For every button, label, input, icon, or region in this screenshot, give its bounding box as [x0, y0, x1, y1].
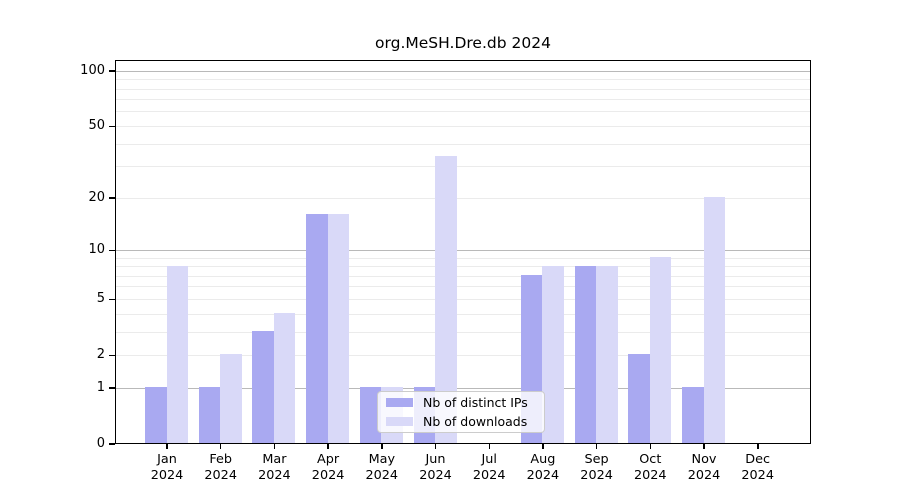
x-tick-mark	[381, 444, 383, 449]
bar-distinct-ips	[252, 331, 274, 443]
x-tick-mark	[273, 444, 276, 449]
legend: Nb of distinct IPs Nb of downloads	[377, 391, 545, 433]
y-tick-label: 1	[96, 380, 105, 395]
x-tick-mark	[488, 444, 490, 449]
y-tick-mark	[109, 70, 115, 72]
legend-label-downloads: Nb of downloads	[423, 413, 528, 429]
x-tick-label: Dec 2024	[726, 452, 790, 484]
bar-distinct-ips	[628, 354, 650, 443]
bar-distinct-ips	[198, 387, 221, 443]
y-tick-mark	[109, 125, 115, 128]
legend-swatch-downloads-icon	[386, 416, 413, 426]
x-tick-label: Jun 2024	[404, 452, 468, 484]
bar-downloads	[166, 265, 188, 443]
bar-downloads	[273, 313, 296, 443]
x-tick-year: 2024	[365, 468, 399, 483]
minor-gridline	[116, 197, 810, 199]
x-tick-mark	[542, 444, 544, 449]
x-tick-label: Feb 2024	[189, 452, 253, 484]
minor-gridline	[116, 313, 810, 315]
minor-gridline	[116, 111, 810, 113]
bar-downloads	[542, 265, 564, 443]
x-tick-year: 2024	[580, 468, 613, 483]
y-tick-mark	[109, 197, 115, 199]
x-tick-mark	[327, 444, 329, 449]
minor-gridline	[116, 79, 810, 81]
plot-area: Nb of distinct IPs Nb of downloads	[115, 60, 811, 444]
x-tick-label: Oct 2024	[618, 452, 682, 484]
x-tick-year: 2024	[419, 468, 452, 483]
minor-gridline	[116, 257, 810, 259]
y-tick-label: 10	[88, 242, 105, 258]
bar-downloads	[596, 265, 618, 443]
x-tick-year: 2024	[687, 468, 721, 483]
legend-label-distinct-ips: Nb of distinct IPs	[423, 395, 528, 411]
x-tick-year: 2024	[472, 468, 506, 483]
minor-gridline	[116, 331, 810, 333]
major-gridline	[116, 249, 810, 251]
minor-gridline	[116, 88, 810, 90]
legend-item-distinct-ips: Nb of distinct IPs	[378, 395, 544, 410]
x-tick-year: 2024	[311, 468, 345, 483]
x-tick-label: Nov 2024	[672, 452, 736, 484]
x-tick-label: Jul 2024	[457, 452, 521, 484]
y-tick-label: 100	[80, 63, 105, 79]
x-tick-mark	[219, 444, 222, 449]
bar-downloads	[327, 214, 350, 443]
chart-title: org.MeSH.Dre.db 2024	[375, 34, 551, 52]
major-gridline	[116, 387, 810, 389]
x-tick-year: 2024	[258, 468, 291, 483]
x-tick-year: 2024	[741, 468, 774, 483]
bar-distinct-ips	[574, 265, 597, 443]
x-tick-mark	[166, 444, 168, 449]
x-tick-year: 2024	[150, 468, 184, 483]
bar-distinct-ips	[682, 387, 704, 443]
y-tick-mark	[109, 354, 115, 356]
minor-gridline	[116, 266, 810, 267]
x-tick-mark	[595, 444, 598, 449]
minor-gridline	[116, 99, 810, 101]
y-tick-label: 50	[88, 118, 105, 134]
minor-gridline	[116, 298, 810, 300]
x-tick-label: May 2024	[350, 452, 414, 484]
x-tick-year: 2024	[526, 468, 560, 483]
y-tick-label: 0	[96, 436, 105, 451]
bar-downloads	[649, 257, 672, 443]
bar-downloads	[220, 354, 242, 443]
bar-distinct-ips	[306, 214, 328, 443]
y-tick-label: 2	[96, 347, 105, 363]
x-tick-label: Sep 2024	[565, 452, 629, 484]
legend-swatch-distinct-ips-icon	[386, 398, 413, 408]
x-tick-year: 2024	[634, 468, 667, 483]
minor-gridline	[116, 166, 810, 168]
bar-distinct-ips	[145, 387, 167, 443]
bar-distinct-ips	[359, 387, 382, 443]
x-tick-mark	[703, 444, 705, 449]
y-tick-mark	[109, 387, 115, 389]
bar-downloads	[703, 197, 725, 443]
y-tick-mark	[109, 298, 115, 300]
x-tick-year: 2024	[204, 468, 237, 483]
minor-gridline	[116, 286, 810, 288]
x-tick-mark	[434, 444, 437, 449]
x-tick-label: Aug 2024	[511, 452, 575, 484]
x-tick-label: Apr 2024	[296, 452, 360, 484]
x-tick-label: Mar 2024	[242, 452, 306, 484]
x-tick-mark	[757, 444, 759, 449]
minor-gridline	[116, 275, 810, 277]
y-tick-mark	[109, 443, 115, 445]
minor-gridline	[116, 354, 810, 356]
y-tick-label: 5	[96, 291, 105, 307]
y-tick-label: 20	[88, 190, 105, 206]
major-gridline	[116, 70, 810, 72]
legend-item-downloads: Nb of downloads	[378, 414, 544, 429]
bar-downloads	[435, 155, 457, 443]
x-tick-label: Jan 2024	[135, 452, 199, 484]
y-tick-mark	[109, 249, 115, 252]
minor-gridline	[116, 143, 810, 145]
minor-gridline	[116, 125, 810, 127]
x-tick-mark	[649, 444, 651, 449]
